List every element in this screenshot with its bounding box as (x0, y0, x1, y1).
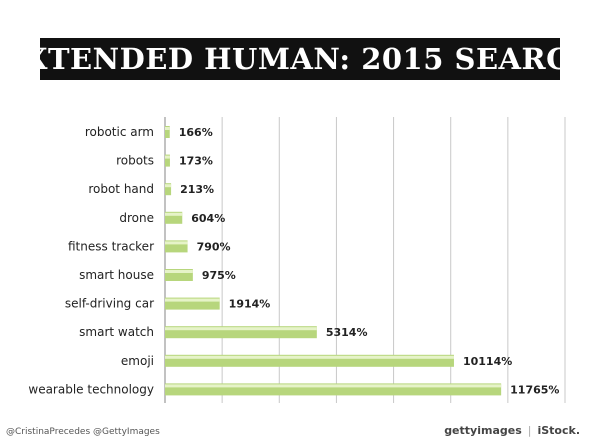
bar-highlight (165, 212, 183, 216)
value-label: 5314% (326, 326, 368, 339)
value-label: 173% (179, 155, 213, 168)
category-label: self-driving car (65, 297, 154, 311)
bar (165, 183, 172, 196)
bar (165, 126, 170, 138)
value-label: 975% (202, 269, 236, 282)
istock-logo: iStock. (537, 424, 580, 437)
chart-title: EXTENDED HUMAN: 2015 SEARCH (2, 42, 598, 76)
bar-highlight (165, 327, 317, 331)
value-label: 1914% (229, 298, 271, 311)
bar-highlight (165, 241, 188, 245)
category-label: robot hand (88, 182, 154, 196)
category-label: fitness tracker (68, 239, 154, 253)
value-label: 11765% (510, 383, 559, 396)
value-label: 166% (179, 126, 213, 139)
value-label: 10114% (463, 355, 512, 368)
bar-highlight (165, 155, 170, 159)
bar-highlight (165, 384, 502, 388)
category-label: wearable technology (28, 382, 154, 396)
getty-logo: gettyimages (444, 424, 522, 437)
category-label: emoji (121, 354, 154, 368)
bar-highlight (165, 184, 172, 188)
bar-highlight (165, 298, 220, 302)
bar (165, 154, 170, 167)
title-banner: EXTENDED HUMAN: 2015 SEARCH (2, 38, 597, 80)
bar-highlight (165, 270, 193, 273)
category-label: smart watch (79, 325, 154, 339)
bar-highlight (165, 127, 170, 130)
bar-highlight (165, 355, 454, 359)
category-label: robots (116, 154, 154, 168)
footer-brand: gettyimages | iStock. (444, 424, 580, 437)
category-label: smart house (79, 268, 154, 282)
category-label: robotic arm (85, 125, 154, 139)
value-label: 213% (180, 183, 214, 196)
footer-credit: @CristinaPrecedes @GettyImages (6, 427, 160, 437)
category-label: drone (119, 211, 154, 225)
value-label: 790% (197, 240, 231, 253)
value-label: 604% (191, 212, 225, 225)
brand-separator: | (527, 424, 532, 437)
